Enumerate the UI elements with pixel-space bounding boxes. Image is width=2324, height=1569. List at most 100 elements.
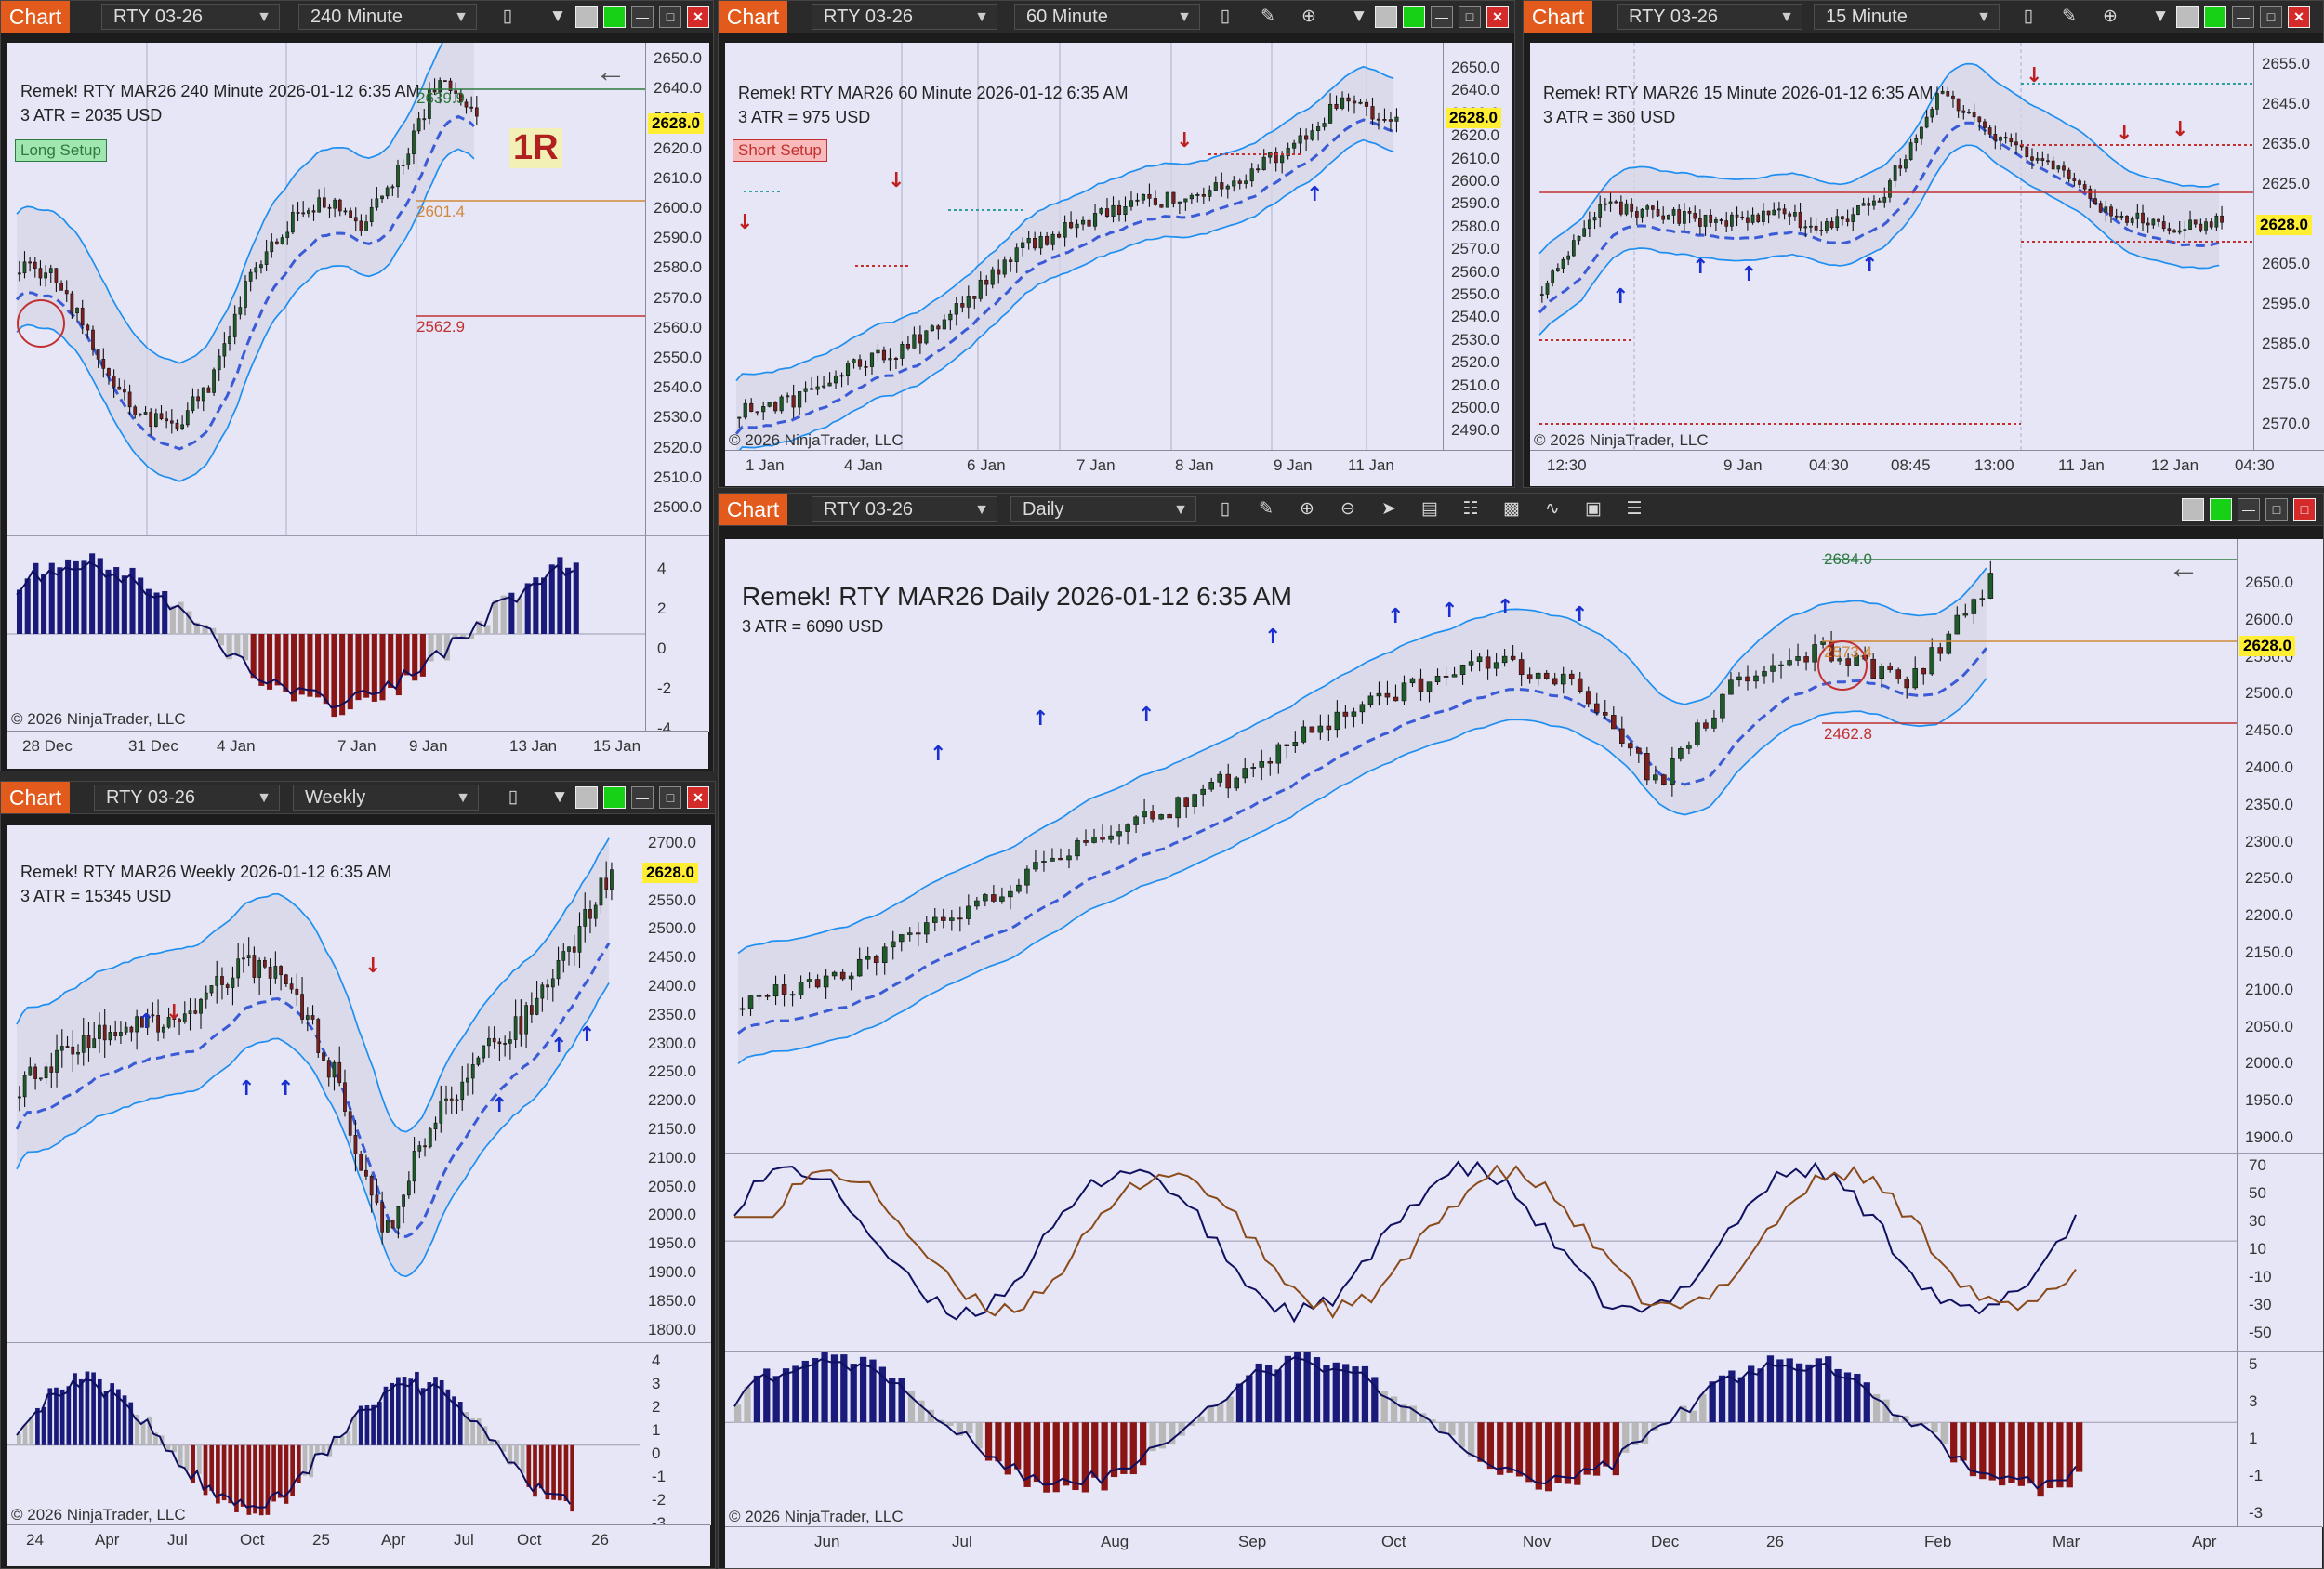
histogram-bar bbox=[35, 1407, 40, 1445]
candle-body bbox=[1510, 655, 1516, 660]
candle-body bbox=[1653, 774, 1658, 781]
histogram-bar bbox=[460, 634, 467, 639]
minimize-icon[interactable]: — bbox=[2232, 6, 2254, 28]
zoom-in-icon[interactable]: ⊕ bbox=[2103, 7, 2118, 26]
zoom-in-icon[interactable]: ⊕ bbox=[1300, 499, 1314, 519]
chevron-down-icon[interactable]: ▼ bbox=[1350, 7, 1368, 26]
close-icon[interactable]: ✕ bbox=[1486, 6, 1509, 28]
close-icon[interactable]: ✕ bbox=[687, 6, 709, 28]
histogram-bar bbox=[165, 1444, 171, 1452]
restore-icon[interactable]: □ bbox=[2293, 498, 2316, 521]
window-gray-button[interactable] bbox=[1375, 6, 1397, 28]
zoom-in-icon[interactable]: ⊕ bbox=[1301, 7, 1316, 26]
candle-body bbox=[273, 966, 278, 979]
maximize-icon[interactable]: □ bbox=[659, 6, 681, 28]
time-tick-label: 26 bbox=[1766, 1533, 1784, 1550]
window-green-button[interactable] bbox=[2210, 498, 2232, 521]
price-tick-label: 2500.0 bbox=[1451, 399, 1499, 416]
candle-body bbox=[1189, 194, 1194, 200]
interval-selector[interactable]: 15 Minute ▼ bbox=[1814, 4, 2000, 30]
minimize-icon[interactable]: — bbox=[631, 6, 654, 28]
chart-tab[interactable]: Chart bbox=[1, 782, 70, 813]
histogram-bar bbox=[1680, 1405, 1687, 1423]
instrument-selector[interactable]: RTY 03-26 ▼ bbox=[1617, 4, 1802, 30]
pencil-icon[interactable]: ✎ bbox=[1259, 499, 1274, 519]
histogram-bar bbox=[433, 1377, 438, 1445]
maximize-icon[interactable]: □ bbox=[1459, 6, 1481, 28]
chevron-down-icon[interactable]: ▼ bbox=[550, 787, 569, 807]
upper-band-line bbox=[737, 567, 1987, 955]
zoom-out-icon[interactable]: ⊖ bbox=[1340, 499, 1355, 519]
window-green-button[interactable] bbox=[2204, 6, 2226, 28]
pencil-icon[interactable]: ✎ bbox=[1261, 7, 1275, 26]
histogram-bar bbox=[452, 1396, 456, 1445]
chart-tab[interactable]: Chart bbox=[719, 494, 787, 525]
window-gray-button[interactable] bbox=[2176, 6, 2199, 28]
atr-label: 3 ATR = 6090 USD bbox=[742, 617, 884, 636]
chart-tab[interactable]: Chart bbox=[719, 1, 787, 33]
instrument-selector[interactable]: RTY 03-26 ▼ bbox=[94, 784, 280, 811]
interval-selector[interactable]: 240 Minute ▼ bbox=[298, 4, 477, 30]
instrument-selector[interactable]: RTY 03-26 ▼ bbox=[812, 4, 997, 30]
pointer-icon[interactable]: ➤ bbox=[1381, 499, 1396, 519]
chevron-down-icon[interactable]: ▼ bbox=[2151, 7, 2170, 26]
buy-arrow-icon: ↑ bbox=[550, 1035, 567, 1058]
histogram-bar bbox=[1737, 1377, 1745, 1423]
minimize-icon[interactable]: — bbox=[2238, 498, 2260, 521]
list-icon[interactable]: ☰ bbox=[1626, 499, 1643, 519]
candle-body bbox=[2093, 198, 2097, 204]
upper-band-line bbox=[1538, 62, 2220, 255]
chart-trader-icon[interactable]: ▩ bbox=[1503, 499, 1520, 519]
candlestick-icon[interactable]: ▯ bbox=[508, 787, 519, 807]
interval-selector[interactable]: 60 Minute ▼ bbox=[1014, 4, 1200, 30]
chevron-down-icon[interactable]: ▼ bbox=[548, 7, 567, 26]
interval-selector[interactable]: Weekly ▼ bbox=[293, 784, 479, 811]
window-gray-button[interactable] bbox=[575, 786, 598, 809]
chart-tab[interactable]: Chart bbox=[1524, 1, 1592, 33]
window-green-button[interactable] bbox=[1403, 6, 1425, 28]
window-green-button[interactable] bbox=[603, 6, 626, 28]
target-level-label: 2639.9 bbox=[416, 89, 465, 107]
pencil-icon[interactable]: ✎ bbox=[2062, 7, 2077, 26]
price-tick-label: 2620.0 bbox=[1451, 126, 1499, 145]
histogram-bar bbox=[428, 634, 434, 662]
upper-band-line bbox=[735, 65, 1394, 382]
candlestick-icon[interactable]: ▯ bbox=[1220, 499, 1231, 519]
candle-body bbox=[254, 267, 258, 273]
maximize-icon[interactable]: □ bbox=[2265, 498, 2288, 521]
chart-tab[interactable]: Chart bbox=[1, 1, 70, 33]
interval-selector[interactable]: Daily ▼ bbox=[1010, 496, 1196, 522]
maximize-icon[interactable]: □ bbox=[2260, 6, 2282, 28]
candle-body bbox=[1735, 214, 1739, 218]
candle-body bbox=[1045, 236, 1050, 245]
close-icon[interactable]: ✕ bbox=[687, 786, 709, 809]
candle-body bbox=[215, 976, 219, 986]
histogram-bar bbox=[1033, 1422, 1041, 1483]
minimize-icon[interactable]: — bbox=[1431, 6, 1453, 28]
candle-body bbox=[232, 313, 237, 337]
data-box-icon[interactable]: ▤ bbox=[1421, 499, 1438, 519]
histogram-bar bbox=[226, 634, 232, 660]
candle-body bbox=[873, 956, 879, 963]
strategies-icon[interactable]: ▣ bbox=[1585, 499, 1602, 519]
candle-body bbox=[941, 916, 946, 921]
close-icon[interactable]: ✕ bbox=[2288, 6, 2310, 28]
candle-body bbox=[257, 960, 262, 978]
candle-body bbox=[270, 241, 274, 253]
instrument-selector[interactable]: RTY 03-26 ▼ bbox=[812, 496, 997, 522]
instrument-selector[interactable]: RTY 03-26 ▼ bbox=[101, 4, 280, 30]
price-tick-label: 2350.0 bbox=[648, 1005, 696, 1023]
candlestick-icon[interactable]: ▯ bbox=[502, 7, 513, 26]
maximize-icon[interactable]: □ bbox=[659, 786, 681, 809]
candlestick-icon[interactable]: ▯ bbox=[1220, 7, 1231, 26]
minimize-icon[interactable]: — bbox=[631, 786, 654, 809]
window-green-button[interactable] bbox=[603, 786, 626, 809]
candlestick-icon[interactable]: ▯ bbox=[2023, 7, 2034, 26]
window-gray-button[interactable] bbox=[2182, 498, 2204, 521]
candle-body bbox=[831, 971, 838, 977]
window-gray-button[interactable] bbox=[575, 6, 598, 28]
candle-body bbox=[180, 424, 184, 429]
bar-spacing-icon[interactable]: ☷ bbox=[1462, 499, 1479, 519]
indicators-icon[interactable]: ∿ bbox=[1545, 499, 1560, 519]
histogram-bar bbox=[1226, 1396, 1234, 1423]
